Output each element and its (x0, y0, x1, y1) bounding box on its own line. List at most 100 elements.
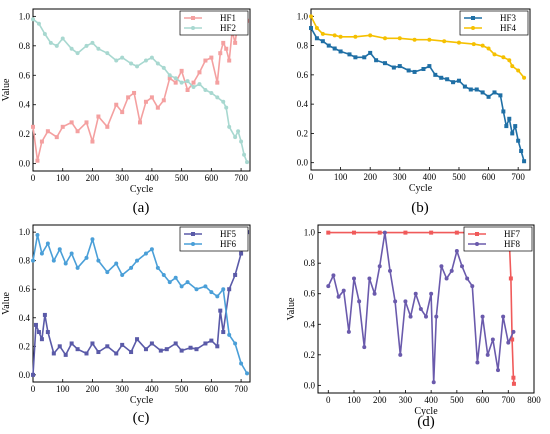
y-tick-label: 0.8 (19, 41, 31, 51)
data-point (194, 287, 199, 292)
data-point (51, 351, 56, 356)
legend-swatch-marker (471, 16, 475, 20)
data-point (57, 247, 62, 252)
data-point (233, 40, 238, 45)
data-point (424, 314, 428, 319)
data-point (221, 287, 226, 292)
data-point (96, 350, 101, 355)
y-tick-label: 0.2 (19, 341, 30, 351)
x-tick-label: 700 (502, 395, 516, 405)
data-point (84, 255, 89, 260)
data-point (239, 251, 244, 256)
data-point (96, 258, 101, 263)
data-point (75, 51, 80, 56)
data-point (382, 230, 387, 235)
panel-caption: (b) (411, 200, 429, 216)
y-tick-label: 1.0 (19, 227, 31, 237)
data-point (90, 40, 95, 45)
data-point (227, 58, 232, 63)
data-point (69, 46, 74, 51)
data-point (486, 46, 491, 51)
y-axis-label: Value (286, 297, 297, 320)
data-point (203, 284, 208, 289)
data-point (501, 55, 506, 60)
data-point (221, 99, 226, 104)
x-tick-label: 500 (452, 172, 466, 182)
data-point (197, 70, 202, 75)
x-tick-label: 200 (86, 173, 100, 183)
data-point (126, 95, 131, 100)
x-axis-label: Cycle (409, 183, 433, 194)
data-point (96, 46, 101, 51)
data-point (155, 61, 160, 66)
panel-caption: (c) (133, 410, 150, 426)
data-point (352, 230, 356, 235)
data-point (48, 40, 53, 45)
data-point (388, 268, 392, 273)
data-point (191, 80, 196, 85)
data-point (406, 68, 411, 73)
panel-caption: (a) (133, 200, 150, 216)
data-point (129, 61, 134, 66)
data-point (233, 135, 238, 140)
data-point (374, 58, 379, 63)
data-point (129, 350, 134, 355)
data-point (320, 39, 325, 44)
data-point (173, 341, 178, 346)
data-point (161, 98, 166, 103)
data-point (516, 138, 521, 143)
data-point (31, 124, 35, 129)
series-hf6 (31, 232, 250, 376)
data-point (155, 265, 160, 270)
data-point (158, 348, 163, 353)
data-point (368, 50, 373, 55)
data-point (129, 265, 134, 270)
data-point (486, 94, 491, 99)
data-point (149, 247, 154, 252)
data-point (372, 291, 377, 296)
x-tick-label: 800 (527, 395, 541, 405)
data-point (314, 36, 319, 41)
data-point (105, 124, 110, 129)
data-point (203, 88, 208, 92)
data-point (42, 312, 47, 317)
data-point (403, 299, 408, 304)
data-point (239, 361, 244, 366)
data-point (35, 158, 40, 163)
legend-label: HF2 (220, 23, 236, 33)
series-line (310, 15, 525, 79)
data-point (167, 73, 172, 78)
series-hf5 (31, 230, 250, 377)
data-point (120, 272, 125, 277)
data-point (362, 345, 367, 350)
plot-frame (32, 8, 251, 172)
data-point (45, 129, 50, 134)
data-point (161, 272, 166, 277)
y-tick-label: 0.8 (19, 256, 31, 266)
data-point (239, 139, 244, 144)
data-point (215, 294, 220, 299)
legend-label: HF4 (500, 23, 517, 33)
data-point (326, 230, 331, 235)
data-point (434, 314, 439, 319)
data-point (332, 46, 337, 51)
data-point (418, 307, 423, 311)
data-point (510, 64, 515, 69)
y-tick-label: 0.0 (19, 370, 31, 380)
data-point (185, 88, 190, 92)
x-axis-label: Cycle (414, 406, 438, 417)
x-tick-label: 400 (145, 384, 159, 394)
data-point (397, 36, 402, 41)
data-point (336, 294, 341, 299)
data-point (54, 135, 59, 140)
data-point (475, 360, 480, 365)
legend-box (463, 226, 533, 252)
data-point (233, 272, 238, 277)
data-point (173, 76, 178, 81)
data-point (470, 284, 475, 289)
legend-swatch-marker (475, 242, 479, 246)
x-tick-label: 600 (476, 395, 490, 405)
data-point (501, 314, 506, 319)
data-point (36, 21, 41, 26)
